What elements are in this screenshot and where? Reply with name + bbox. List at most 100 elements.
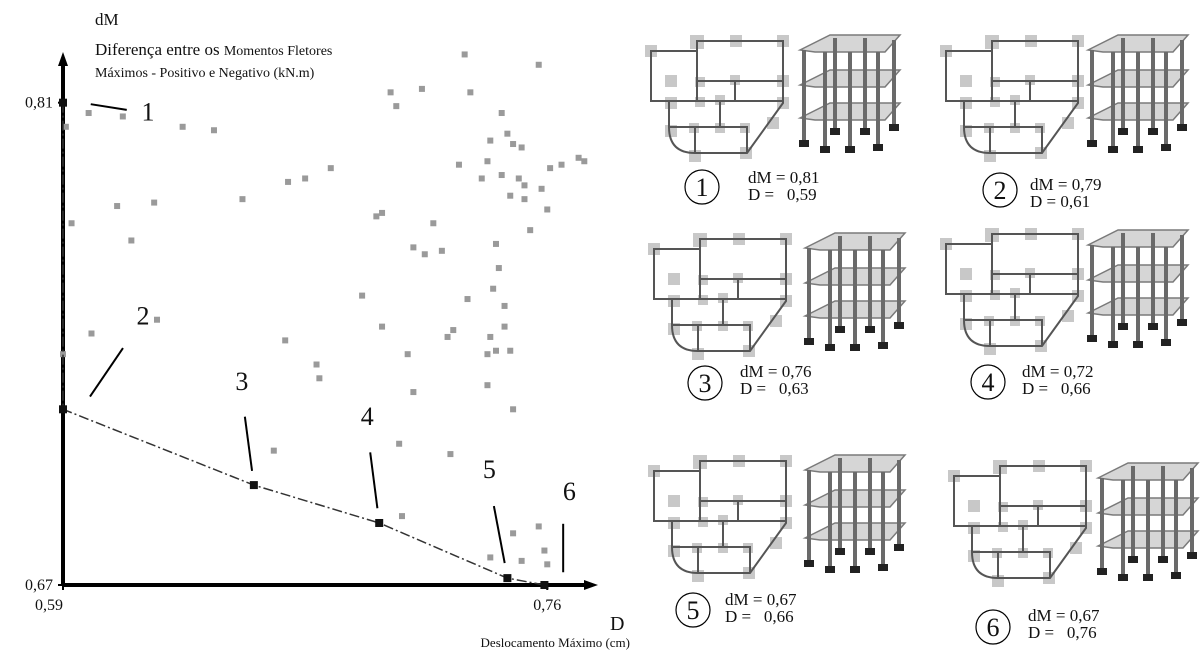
y-tick-label: 0,81 xyxy=(25,95,53,112)
point xyxy=(462,51,468,57)
point xyxy=(484,351,490,357)
frame-3d xyxy=(1097,463,1198,581)
point xyxy=(393,103,399,109)
case-number: 5 xyxy=(687,596,700,625)
point xyxy=(88,331,94,337)
point xyxy=(399,513,405,519)
point xyxy=(445,334,451,340)
point xyxy=(465,296,471,302)
x-axis-title: Deslocamento Máximo (cm) xyxy=(481,635,630,650)
point xyxy=(285,179,291,185)
case-d: D = 0,76 xyxy=(1028,623,1097,642)
y-axis-arrow xyxy=(58,52,68,66)
point xyxy=(114,203,120,209)
floor-plan xyxy=(940,228,1084,355)
frame-3d xyxy=(804,233,905,351)
point xyxy=(521,196,527,202)
leader-line xyxy=(245,417,252,471)
point-label: 5 xyxy=(483,455,496,484)
front-point xyxy=(503,574,511,582)
point xyxy=(479,175,485,181)
point xyxy=(328,165,334,171)
point xyxy=(410,389,416,395)
point xyxy=(69,220,75,226)
point xyxy=(419,86,425,92)
point xyxy=(544,206,550,212)
front-point xyxy=(540,581,548,589)
point xyxy=(405,351,411,357)
case-d: D = 0,66 xyxy=(1022,379,1091,398)
point xyxy=(576,155,582,161)
point xyxy=(502,303,508,309)
floor-plan xyxy=(648,455,792,582)
point xyxy=(302,175,308,181)
case-d: D = 0,63 xyxy=(740,379,809,398)
case-number: 6 xyxy=(987,613,1000,642)
chart: dM Diferença entre os Momentos Fletores … xyxy=(25,10,630,650)
point xyxy=(388,89,394,95)
body: dM Diferença entre os Momentos Fletores … xyxy=(0,0,1203,651)
point xyxy=(396,441,402,447)
point xyxy=(493,348,499,354)
point xyxy=(559,162,565,168)
point xyxy=(484,382,490,388)
point-label: 6 xyxy=(563,477,576,506)
point xyxy=(467,89,473,95)
point xyxy=(519,558,525,564)
point xyxy=(86,110,92,116)
floor-plan xyxy=(645,35,789,162)
y-axis-title-large: Diferença entre os xyxy=(95,40,220,59)
floor-plan xyxy=(940,35,1084,162)
y-axis-title-small: Momentos Fletores xyxy=(224,44,333,59)
case-d: D = 0,59 xyxy=(748,185,817,204)
frame-3d xyxy=(1087,230,1188,348)
point xyxy=(487,138,493,144)
leader-line xyxy=(494,506,505,563)
point xyxy=(373,213,379,219)
point xyxy=(410,244,416,250)
leader-line xyxy=(90,348,123,396)
frame-3d xyxy=(1087,35,1188,153)
point xyxy=(120,113,126,119)
front-point xyxy=(250,481,258,489)
case-number: 3 xyxy=(699,369,712,398)
point xyxy=(447,451,453,457)
point xyxy=(239,196,245,202)
point xyxy=(510,141,516,147)
page: {"chart_data": {"type": "scatter", "y_la… xyxy=(0,0,1203,651)
point xyxy=(502,324,508,330)
point xyxy=(507,193,513,199)
point xyxy=(487,334,493,340)
front-point xyxy=(59,405,67,413)
x-axis-symbol: D xyxy=(610,613,624,635)
front-line xyxy=(63,103,544,585)
point xyxy=(547,165,553,171)
point xyxy=(154,317,160,323)
y-axis-title: Diferença entre os Momentos Fletores xyxy=(95,40,332,59)
case-d: D = 0,66 xyxy=(725,607,794,626)
figure: dM Diferença entre os Momentos Fletores … xyxy=(0,0,1203,651)
point xyxy=(487,554,493,560)
frame-3d xyxy=(804,455,905,573)
point-label: 3 xyxy=(235,367,248,396)
point xyxy=(484,158,490,164)
point xyxy=(510,530,516,536)
point xyxy=(499,172,505,178)
point-label: 1 xyxy=(142,98,155,127)
x-tick-label: 0,76 xyxy=(533,597,561,614)
point xyxy=(271,448,277,454)
y-axis-symbol: dM xyxy=(95,10,119,29)
point-label: 2 xyxy=(137,301,150,330)
point xyxy=(151,200,157,206)
point xyxy=(379,324,385,330)
cases-panel: 1dM = 0,81D = 0,592dM = 0,79D = 0,613dM … xyxy=(645,35,1198,644)
point xyxy=(180,124,186,130)
point xyxy=(539,186,545,192)
point xyxy=(504,131,510,137)
point xyxy=(507,348,513,354)
point xyxy=(521,182,527,188)
point xyxy=(128,237,134,243)
y-axis-subtitle: Máximos - Positivo e Negativo (kN.m) xyxy=(95,66,315,81)
point xyxy=(456,162,462,168)
